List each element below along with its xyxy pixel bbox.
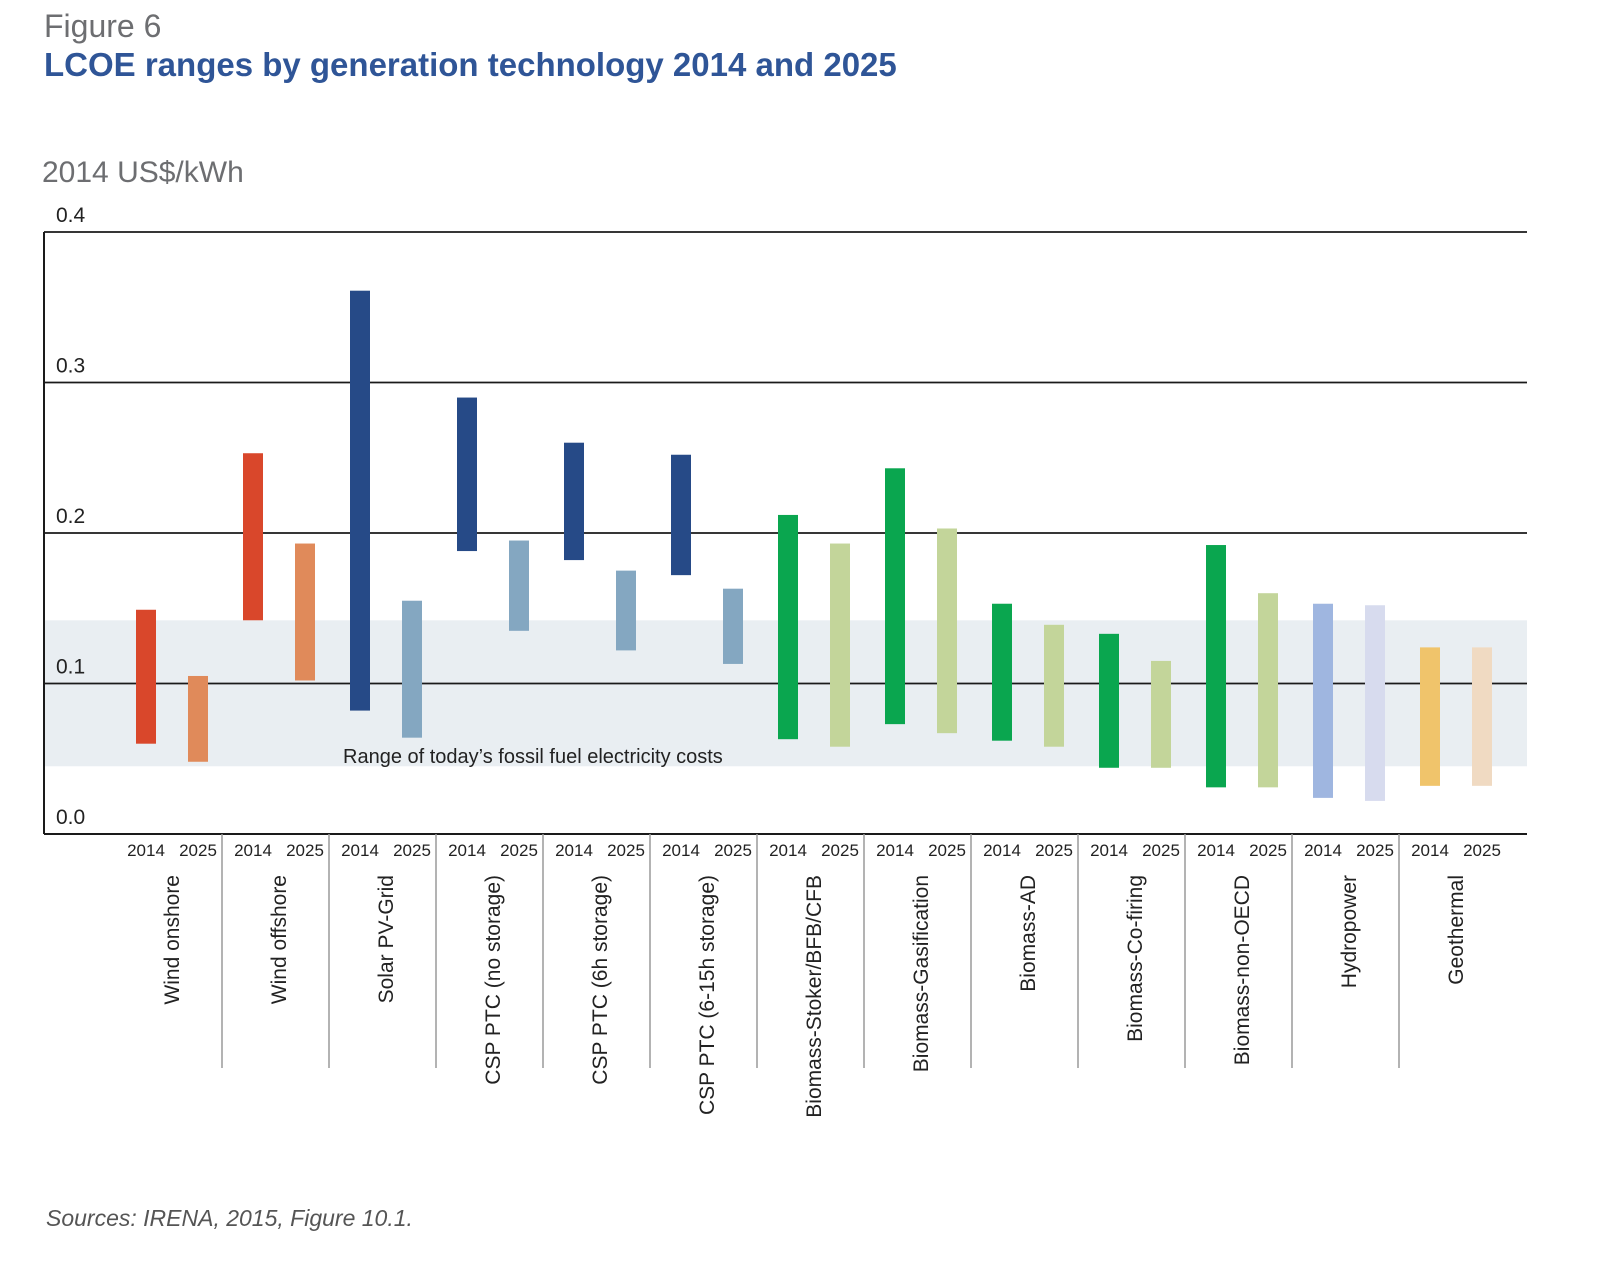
year-label: 2025 xyxy=(714,841,752,860)
year-label: 2025 xyxy=(179,841,217,860)
range-bar xyxy=(830,543,850,747)
range-bar xyxy=(243,453,263,621)
range-bar xyxy=(457,397,477,552)
y-tick-label: 0.0 xyxy=(56,806,85,829)
year-label: 2025 xyxy=(1249,841,1287,860)
y-tick-label: 0.3 xyxy=(56,355,85,378)
range-bar xyxy=(937,528,957,734)
category-label: Geothermal xyxy=(1445,875,1468,985)
category-label: CSP PTC (6-15h storage) xyxy=(696,875,719,1115)
figure-label: Figure 6 xyxy=(44,8,162,44)
year-label: 2014 xyxy=(876,841,914,860)
range-bar xyxy=(1472,647,1492,786)
category-label: Solar PV-Grid xyxy=(375,875,398,1003)
year-label: 2014 xyxy=(234,841,272,860)
y-tick-label: 0.1 xyxy=(56,656,85,679)
year-label: 2014 xyxy=(1411,841,1449,860)
range-bar xyxy=(1099,633,1119,768)
range-bar xyxy=(616,570,636,651)
category-label: Wind offshore xyxy=(268,875,291,1004)
year-label: 2025 xyxy=(607,841,645,860)
range-bar xyxy=(1206,545,1226,788)
year-label: 2025 xyxy=(1142,841,1180,860)
range-bar xyxy=(402,600,422,738)
range-bar xyxy=(1151,660,1171,768)
chart-title: LCOE ranges by generation technology 201… xyxy=(44,46,897,83)
year-label: 2014 xyxy=(662,841,700,860)
range-bar xyxy=(1365,605,1385,801)
category-label: Biomass-AD xyxy=(1017,875,1040,992)
year-label: 2014 xyxy=(341,841,379,860)
range-bar xyxy=(992,603,1012,741)
category-label: CSP PTC (no storage) xyxy=(482,875,505,1085)
year-label: 2025 xyxy=(928,841,966,860)
year-label: 2025 xyxy=(821,841,859,860)
range-bar xyxy=(778,514,798,740)
category-label: Biomass-non-OECD xyxy=(1231,875,1254,1065)
range-bar xyxy=(136,609,156,744)
range-bar xyxy=(350,290,370,711)
year-label: 2025 xyxy=(500,841,538,860)
source-note: Sources: IRENA, 2015, Figure 10.1. xyxy=(46,1205,413,1231)
category-label: Biomass-Gasification xyxy=(910,875,933,1072)
range-bar xyxy=(671,454,691,576)
year-label: 2014 xyxy=(983,841,1021,860)
range-bar xyxy=(1420,647,1440,786)
year-label: 2025 xyxy=(1463,841,1501,860)
range-bar xyxy=(723,588,743,664)
range-bar xyxy=(295,543,315,681)
category-label: Wind onshore xyxy=(161,875,184,1005)
year-label: 2014 xyxy=(1090,841,1128,860)
bars-layer xyxy=(136,290,1492,801)
y-axis-unit-label: 2014 US$/kWh xyxy=(42,156,244,189)
range-bar xyxy=(885,468,905,725)
range-bar xyxy=(1044,624,1064,747)
range-bar xyxy=(188,675,208,762)
category-label: Biomass-Stoker/BFB/CFB xyxy=(803,875,826,1118)
year-label: 2014 xyxy=(769,841,807,860)
year-label: 2014 xyxy=(555,841,593,860)
year-label: 2025 xyxy=(286,841,324,860)
labels-layer: 0.0 0.1 0.2 0.3 0.4 Range of today’s fossil f… xyxy=(56,204,1501,1118)
category-label: Biomass-Co-firing xyxy=(1124,875,1147,1042)
range-bar xyxy=(564,442,584,561)
year-label: 2025 xyxy=(393,841,431,860)
year-label: 2014 xyxy=(1197,841,1235,860)
year-label: 2014 xyxy=(127,841,165,860)
category-label: CSP PTC (6h storage) xyxy=(589,875,612,1085)
year-label: 2025 xyxy=(1035,841,1073,860)
year-label: 2014 xyxy=(448,841,486,860)
fossil-band-label: Range of today’s fossil fuel electricity… xyxy=(343,746,723,768)
y-tick-label: 0.4 xyxy=(56,204,86,227)
range-bar xyxy=(509,540,529,631)
y-tick-label: 0.2 xyxy=(56,505,85,528)
category-label: Hydropower xyxy=(1338,875,1361,988)
range-bar xyxy=(1258,593,1278,788)
year-label: 2025 xyxy=(1356,841,1394,860)
range-bar xyxy=(1313,603,1333,798)
year-label: 2014 xyxy=(1304,841,1342,860)
